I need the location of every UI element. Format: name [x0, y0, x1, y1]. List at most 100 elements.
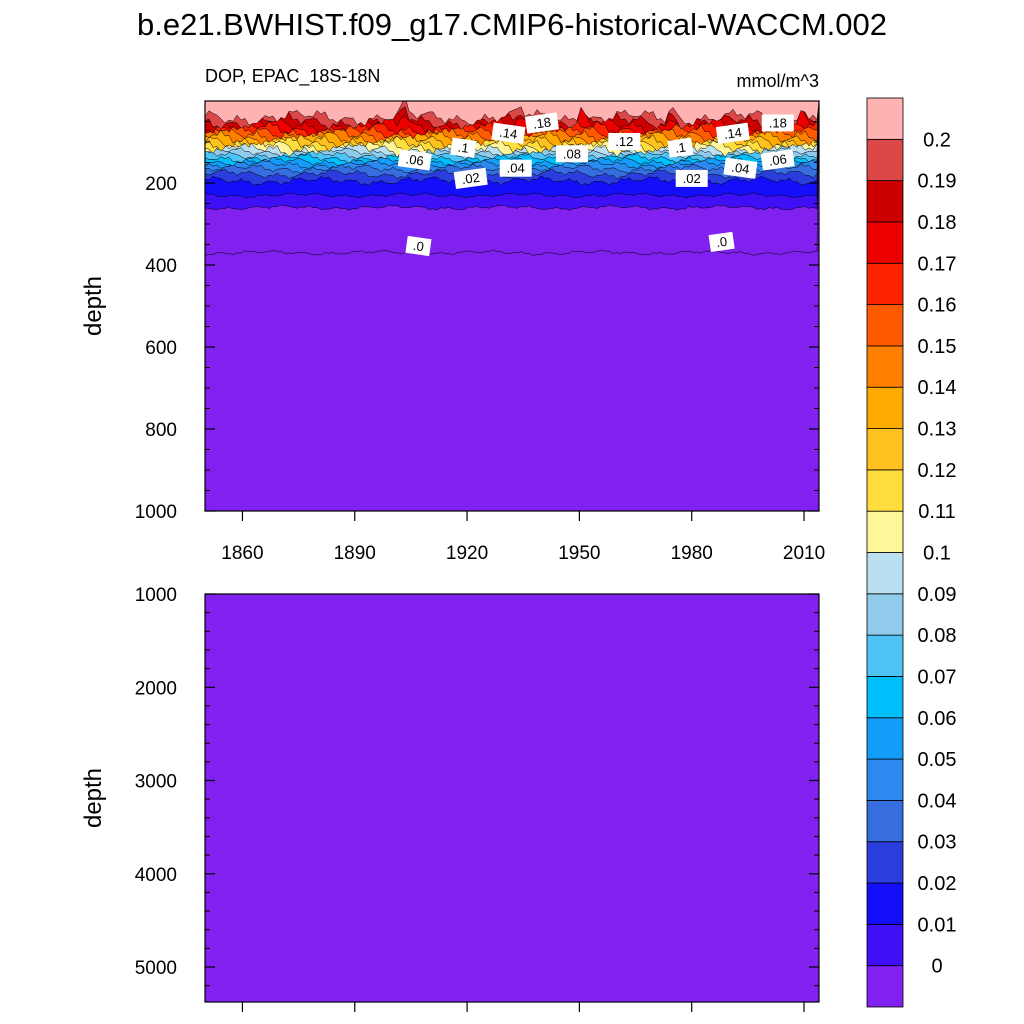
contour-label-text: .04: [730, 160, 750, 177]
colorbar-label: 0.08: [918, 625, 957, 647]
colorbar-box: [866, 510, 904, 553]
colorbar-label: 0.1: [923, 543, 951, 565]
contour-label-box: [491, 122, 526, 144]
contour-label-box: [761, 114, 794, 132]
contour-label: .0: [708, 231, 735, 252]
contour-label: .02: [453, 167, 488, 190]
colorbar-box: [866, 180, 904, 223]
y-tick-label: 200: [145, 174, 177, 195]
contour-label: .1: [667, 137, 694, 158]
colorbar-box: [866, 593, 904, 636]
contour-label: .08: [555, 145, 588, 163]
x-tick-label: 1920: [446, 543, 488, 564]
contour-label-box: [675, 169, 708, 187]
colorbar-label: 0.18: [918, 212, 957, 234]
colorbar-box: [866, 386, 904, 429]
contour-label: .04: [723, 157, 758, 179]
contour-label: .18: [761, 114, 794, 132]
colorbar-label: 0.02: [918, 873, 957, 895]
contour-label-box: [499, 159, 532, 177]
chart-title: b.e21.BWHIST.f09_g17.CMIP6-historical-WA…: [137, 7, 887, 42]
colorbar-label: 0.16: [918, 295, 957, 317]
x-tick-label: 1890: [334, 543, 376, 564]
contour-label-text: .06: [768, 151, 788, 168]
colorbar-label: 0.15: [918, 336, 957, 358]
colorbar: 0 0.01 0.02 0.03 0.04 0.05 0.06 0.07 0.08 0.09 0.1…: [866, 97, 957, 1008]
x-tick-label: 1950: [558, 543, 600, 564]
colorbar-box: [866, 428, 904, 471]
colorbar-box: [866, 676, 904, 719]
contour-label: .12: [608, 133, 641, 150]
contour-label: .02: [675, 169, 708, 187]
contour-label: .06: [760, 149, 795, 171]
colorbar-label: 0.05: [918, 749, 957, 771]
y-tick-label: 2000: [135, 678, 177, 699]
colorbar-box: [866, 221, 904, 264]
contour-label-box: [405, 235, 432, 257]
bottom-panel: 1000 2000 3000 4000 5000 depth: [80, 585, 820, 1012]
contour-label-text: .04: [507, 161, 525, 176]
contour-label-box: [760, 149, 795, 171]
contour-label-box: [715, 122, 750, 144]
colorbar-label: 0.11: [918, 501, 955, 523]
y-tick-label: 4000: [135, 865, 177, 886]
contour-label-box: [555, 145, 588, 163]
bottom-plot-frame: [204, 593, 820, 1003]
colorbar-box: [866, 882, 904, 925]
colorbar-box: [866, 345, 904, 388]
bottom-contour-fill: [205, 594, 819, 1002]
y-tick-label: 5000: [135, 958, 177, 979]
contour-label-box: [453, 167, 488, 190]
contour-label: .1: [450, 137, 477, 158]
contour-label: .06: [397, 149, 432, 171]
colorbar-box: [866, 841, 904, 884]
top-contour-labels: .18 .18 .14 .14 .12 .1 .1 .08 .06 .06 .04 .04 .02 .02…: [397, 112, 795, 257]
contour-label-text: .1: [457, 140, 470, 156]
contour-label-text: .0: [715, 234, 728, 250]
contour-label: .04: [499, 159, 532, 177]
contour-label-text: .18: [532, 114, 552, 131]
contour-label-text: .14: [498, 125, 518, 142]
contour-label-box: [450, 137, 477, 158]
contour-label: .14: [491, 122, 526, 144]
contour-label-box: [608, 133, 641, 150]
colorbar-label: 0.07: [918, 666, 957, 688]
colorbar-box: [866, 552, 904, 595]
colorbar-label: 0.2: [923, 129, 951, 151]
colorbar-box: [866, 262, 904, 305]
colorbar-box: [866, 634, 904, 677]
contour-label-text: .08: [563, 146, 581, 161]
colorbar-label: 0.19: [918, 171, 957, 193]
top-panel: DOP, EPAC_18S-18N mmol/m^3 .18 .18 .14 .14.…: [80, 66, 825, 564]
colorbar-box: [866, 923, 904, 967]
y-tick-label: 600: [145, 338, 177, 359]
y-tick-label: 400: [145, 256, 177, 277]
colorbar-label: 0: [931, 956, 942, 978]
colorbar-box: [866, 758, 904, 801]
colorbar-box: [866, 469, 904, 512]
units-label: mmol/m^3: [737, 71, 819, 91]
x-tick-label: 1980: [671, 543, 713, 564]
colorbar-box: [866, 304, 904, 347]
colorbar-label: 0.17: [918, 253, 957, 275]
contour-band-0.2: [205, 101, 819, 127]
contour-label-text: .02: [461, 170, 481, 187]
variable-label: DOP, EPAC_18S-18N: [205, 66, 380, 87]
y-tick-label: 3000: [135, 772, 177, 793]
contour-label: .0: [405, 235, 432, 257]
contour-label-text: .12: [615, 134, 633, 149]
contour-label: .18: [524, 112, 559, 134]
contour-label-text: .06: [405, 151, 425, 168]
contour-label-box: [397, 149, 432, 171]
y-tick-label: 1000: [135, 502, 177, 523]
bottom-axis-ticks: 1000 2000 3000 4000 5000: [135, 585, 819, 1012]
colorbar-label: 0.04: [918, 790, 957, 812]
contour-label-box: [723, 157, 758, 179]
colorbar-label: 0.03: [918, 832, 957, 854]
colorbar-box: [866, 717, 904, 760]
colorbar-box: [866, 97, 904, 140]
colorbar-box: [866, 800, 904, 843]
contour-label-text: .14: [723, 125, 743, 142]
colorbar-label: 0.06: [918, 708, 957, 730]
